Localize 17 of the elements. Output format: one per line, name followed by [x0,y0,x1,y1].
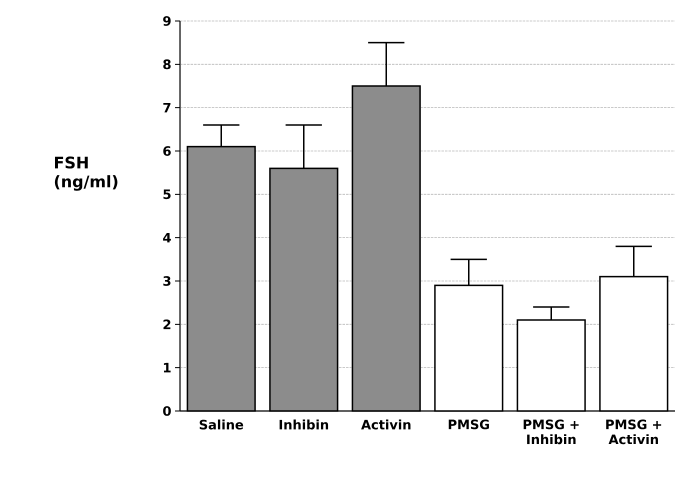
y-tick-label: 0 [163,406,171,416]
y-axis-title: FSH (ng/ml) [54,156,118,191]
y-tick-label: 7 [163,102,170,112]
x-tick-label: Inhibin [280,420,328,430]
x-tick-label: PMSG + Inhibin [524,420,579,444]
y-tick-label: 2 [164,320,170,330]
x-tick-label: PMSG [448,420,489,430]
y-tick-label: 5 [163,190,171,200]
y-tick-label: 3 [163,276,170,286]
x-tick-label: Activin [361,420,410,430]
x-tick-label: Saline [200,420,244,430]
y-tick-label: 8 [163,59,171,70]
x-tick-label: PMSG + Activin [606,420,662,444]
y-tick-label: 9 [163,16,171,26]
y-tick-label: 6 [163,146,171,156]
y-tick-label: 4 [163,232,171,242]
y-tick-label: 1 [164,362,171,372]
